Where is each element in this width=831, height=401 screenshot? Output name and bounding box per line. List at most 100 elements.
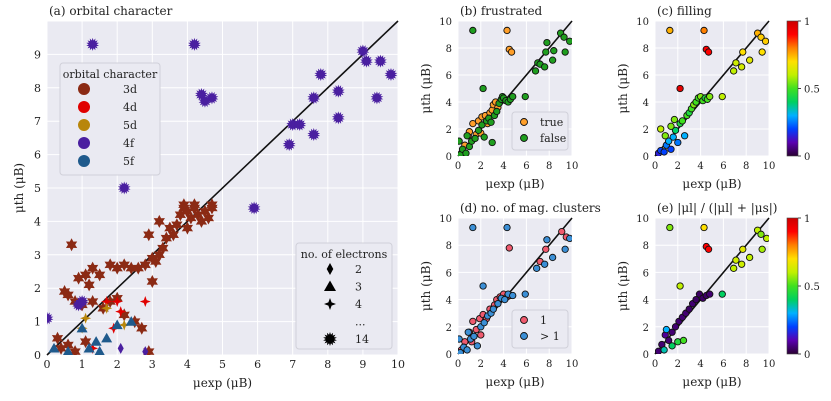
data-point-filling bbox=[660, 148, 668, 156]
data-point-5f bbox=[48, 342, 60, 353]
data-point-false bbox=[469, 26, 477, 35]
data-point-false bbox=[479, 84, 487, 93]
panel-d: 0 2 4 6 8 10 0 2 4 6 8 10 (d) no. of mag. clusters μe… bbox=[419, 201, 601, 389]
legend-b: true false bbox=[511, 111, 569, 151]
data-point-3d bbox=[202, 211, 215, 225]
data-point-4f bbox=[75, 295, 89, 309]
data-point-5f bbox=[83, 342, 95, 353]
data-point-3d bbox=[104, 258, 116, 272]
data-point-> 1 bbox=[494, 300, 502, 308]
data-point-3d bbox=[181, 221, 194, 235]
data-point-4f bbox=[307, 91, 321, 105]
data-point-4d bbox=[87, 342, 99, 354]
data-point-4f bbox=[356, 44, 370, 58]
data-point-false bbox=[463, 132, 471, 140]
data-point-3d bbox=[58, 285, 71, 299]
data-point-3d bbox=[139, 258, 151, 272]
data-point-filling bbox=[680, 132, 689, 140]
data-point-filling bbox=[665, 137, 673, 145]
data-point-1 bbox=[558, 227, 566, 236]
data-point-> 1 bbox=[540, 260, 549, 268]
colorbar-tick-label: 0 bbox=[804, 152, 810, 163]
panel-c: 0 2 4 6 8 10 0 2 4 6 8 10 (c) filling μexp (μB) μth (μ… bbox=[616, 4, 775, 191]
y-axis-label: μth (μB) bbox=[12, 163, 26, 213]
data-point-filling bbox=[669, 133, 677, 141]
y-axis-label: μth (μB) bbox=[616, 261, 630, 311]
data-point-orbital ratio bbox=[718, 290, 726, 298]
data-point-3d bbox=[164, 221, 176, 235]
data-point-filling bbox=[700, 26, 708, 35]
data-point-filling bbox=[667, 145, 675, 153]
y-tick-label: 2 bbox=[643, 323, 649, 334]
y-tick-label: 5 bbox=[34, 182, 41, 195]
data-point-orbital ratio bbox=[685, 305, 693, 313]
data-point-4f-low bbox=[142, 346, 149, 355]
data-point-4f bbox=[360, 54, 373, 68]
data-point-filling bbox=[670, 115, 679, 124]
colorbar-tick-label: 0.5 bbox=[804, 85, 820, 96]
legend-label: 5d bbox=[123, 119, 137, 132]
data-point-orbital ratio bbox=[666, 223, 674, 232]
data-point-4d bbox=[139, 296, 151, 308]
legend-label: 3d bbox=[123, 83, 137, 96]
chart-title: (b) frustrated bbox=[460, 4, 543, 18]
data-point-false bbox=[487, 118, 495, 126]
y-tick-label: 10 bbox=[439, 214, 452, 225]
data-point-orbital ratio bbox=[665, 336, 673, 345]
data-point-4f bbox=[47, 311, 54, 325]
data-point-false bbox=[540, 63, 549, 71]
legend-label: > 1 bbox=[540, 330, 560, 343]
points-d bbox=[458, 223, 572, 354]
data-point-4d bbox=[115, 306, 127, 318]
data-point-orbital ratio bbox=[763, 234, 769, 243]
data-point-5f bbox=[94, 346, 105, 355]
data-point-3d bbox=[185, 211, 197, 225]
data-point-false bbox=[548, 56, 557, 64]
data-point-4f bbox=[370, 91, 384, 105]
x-axis-label: μexp (μB) bbox=[485, 375, 544, 389]
x-tick-label: 1 bbox=[79, 358, 86, 371]
y-tick-label: 2 bbox=[643, 125, 649, 136]
data-point-3d bbox=[136, 321, 148, 335]
data-point-3d bbox=[150, 254, 162, 268]
data-point-> 1 bbox=[479, 282, 487, 290]
y-tick-label: 8 bbox=[446, 241, 452, 252]
legend-label: 3 bbox=[355, 281, 362, 294]
data-point-orbital ratio bbox=[679, 336, 688, 345]
data-point-1 bbox=[469, 317, 477, 326]
legend-swatch bbox=[78, 83, 90, 95]
colorbar-gradient bbox=[786, 217, 799, 355]
data-point-> 1 bbox=[480, 319, 488, 327]
x-axis-label: μexp (μB) bbox=[193, 376, 252, 390]
data-point-3d bbox=[65, 238, 78, 252]
legend-swatch bbox=[78, 119, 90, 131]
data-point-orbital ratio bbox=[706, 290, 714, 298]
x-tick-label: 8 bbox=[546, 359, 552, 370]
points-e bbox=[655, 223, 769, 354]
data-point-orbital ratio bbox=[668, 342, 676, 350]
data-point-4f bbox=[247, 201, 261, 215]
x-tick-label: 9 bbox=[359, 358, 366, 371]
panel-e: 0 2 4 6 8 10 0 2 4 6 8 10 (e) |μl| / (|μl| + |μs|) μe… bbox=[616, 201, 778, 389]
x-tick-label: 8 bbox=[324, 358, 331, 371]
colorbar-tick-label: 0.5 bbox=[804, 282, 820, 293]
x-tick-label: 2 bbox=[675, 161, 681, 172]
data-point-> 1 bbox=[509, 291, 517, 300]
x-tick-label: 4 bbox=[500, 161, 506, 172]
data-point-3d bbox=[195, 214, 208, 228]
x-tick-label: 6 bbox=[523, 359, 529, 370]
y-tick-label: 10 bbox=[636, 17, 649, 28]
legend-label: 1 bbox=[540, 314, 547, 327]
data-point-false bbox=[543, 38, 551, 47]
data-point-3d bbox=[87, 295, 99, 309]
y-tick-label: 1 bbox=[34, 316, 41, 329]
data-point-3d bbox=[167, 228, 179, 242]
y-tick-label: 8 bbox=[643, 44, 649, 55]
data-point-filling bbox=[739, 48, 747, 56]
data-point-false bbox=[509, 92, 517, 101]
data-point-orbital ratio bbox=[745, 253, 754, 262]
y-tick-label: 0 bbox=[643, 152, 649, 163]
data-point-4f bbox=[293, 118, 307, 132]
y-tick-label: 8 bbox=[34, 82, 41, 95]
